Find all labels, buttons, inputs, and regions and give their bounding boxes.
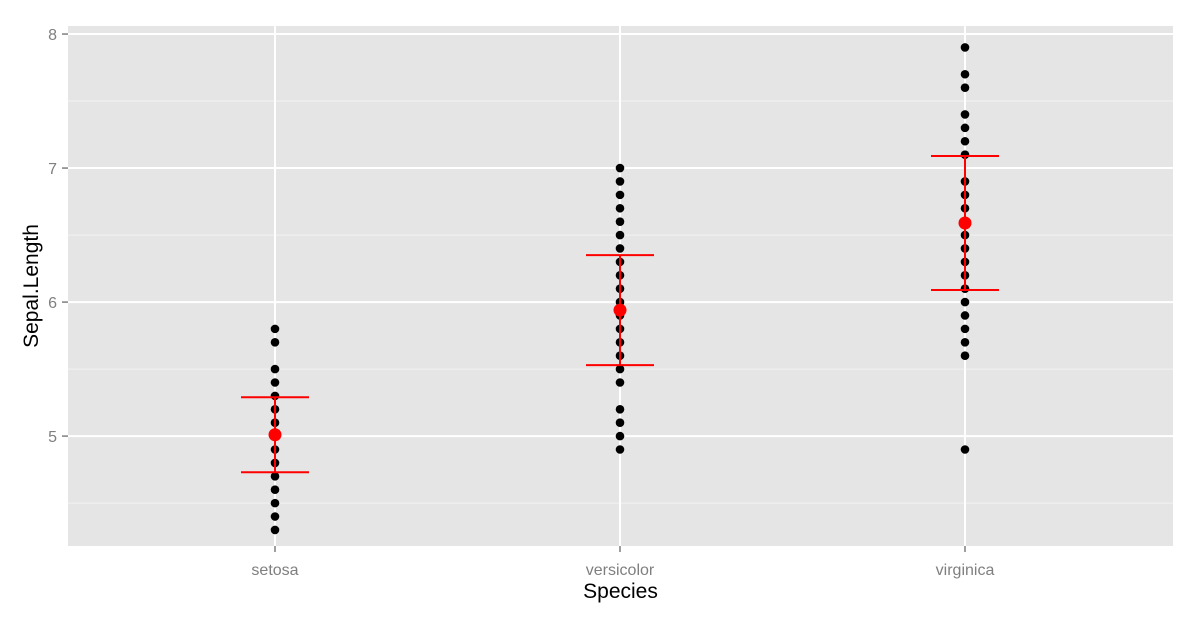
data-point [270,337,280,347]
x-axis-title: Species [583,580,658,603]
axis-ticks [62,33,966,552]
data-point [960,69,970,79]
data-point [960,351,970,360]
data-point [270,525,280,535]
data-points [270,43,970,535]
data-point [960,83,970,92]
data-point [270,364,280,374]
data-point [270,498,280,508]
y-tick-label: 6 [48,295,57,312]
mean-point [958,216,972,230]
data-point [960,123,970,133]
data-point [960,136,970,146]
x-tick-label: setosa [251,562,298,579]
data-point [615,445,625,454]
axis-tick-labels: 5 6 7 8 setosa versicolor virginica [48,27,994,579]
data-point [615,431,625,441]
data-point [615,217,625,226]
y-tick-label: 7 [48,161,57,178]
y-tick-label: 8 [48,27,57,44]
data-point [960,445,970,454]
data-point [270,472,280,481]
data-point [615,230,625,240]
y-axis-title: Sepal.Length [20,224,43,348]
data-point [270,324,280,334]
data-point [270,485,280,495]
data-point [615,163,625,173]
data-point [615,364,625,374]
data-point [615,177,625,186]
data-point [960,297,970,307]
data-point [615,190,625,200]
data-point [615,418,625,428]
data-point [615,244,625,253]
y-tick-label: 5 [48,429,57,446]
data-point [960,110,970,119]
data-point [270,378,280,387]
data-point [615,203,625,213]
x-tick-label: virginica [936,562,995,579]
data-point [960,337,970,347]
data-point [615,404,625,414]
x-tick-label: versicolor [586,562,655,579]
mean-point [613,303,627,317]
data-point [960,324,970,334]
data-point [960,311,970,320]
data-point [615,378,625,387]
data-point [960,43,970,52]
mean-point [268,428,282,442]
summary-markers [241,155,999,474]
data-point [270,512,280,521]
